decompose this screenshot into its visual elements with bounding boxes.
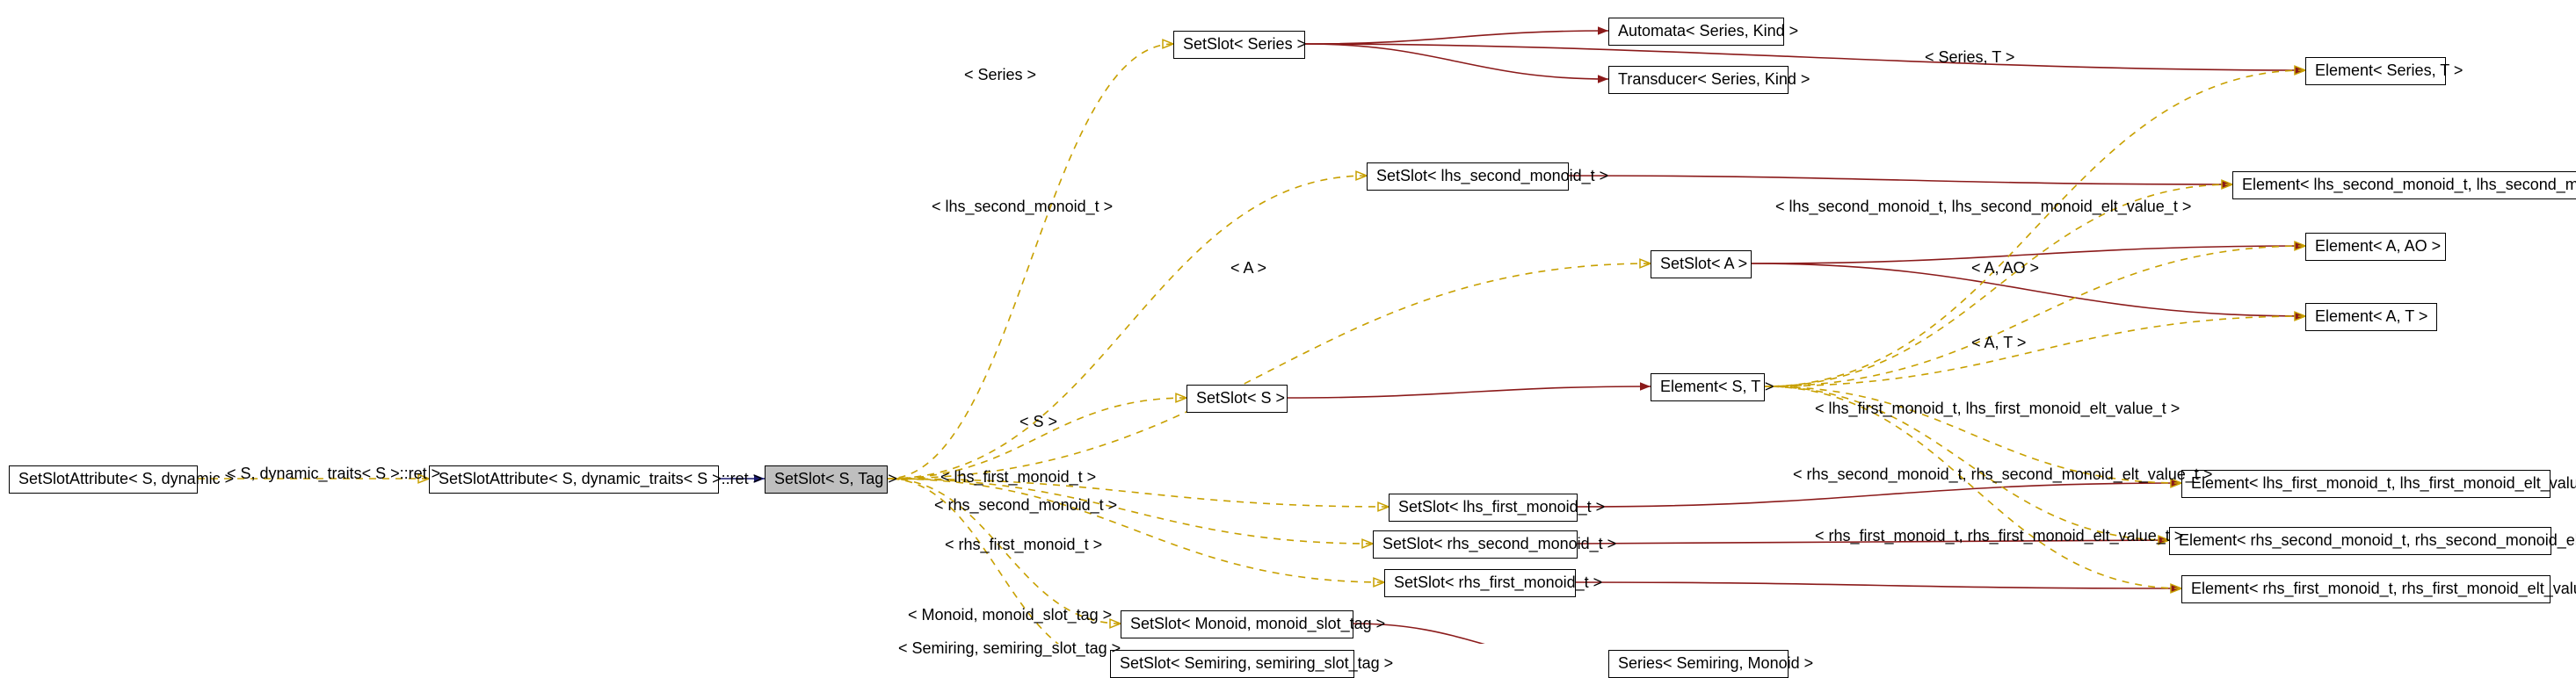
node-automata[interactable]: Automata< Series, Kind > xyxy=(1608,18,1784,46)
edge-label-semiring: < Semiring, semiring_slot_tag > xyxy=(898,639,1121,658)
node-elem_series_t[interactable]: Element< Series, T > xyxy=(2305,57,2446,85)
edge-label-rhs1: < rhs_first_monoid_t > xyxy=(945,536,1102,554)
node-focal[interactable]: SetSlot< S, Tag > xyxy=(765,465,888,494)
node-elem_lhs1[interactable]: Element< lhs_first_monoid_t, lhs_first_m… xyxy=(2181,470,2551,498)
node-setslot_lhs1[interactable]: SetSlot< lhs_first_monoid_t > xyxy=(1389,494,1578,522)
node-transducer[interactable]: Transducer< Series, Kind > xyxy=(1608,66,1789,94)
node-setslot_semiring[interactable]: SetSlot< Semiring, semiring_slot_tag > xyxy=(1110,650,1354,678)
node-setslot_a[interactable]: SetSlot< A > xyxy=(1651,250,1752,278)
diagram-canvas: SetSlotAttribute< S, dynamic > SetSlotAtt… xyxy=(0,0,2576,644)
node-elem_a_t[interactable]: Element< A, T > xyxy=(2305,303,2437,331)
node-elem_rhs2[interactable]: Element< rhs_second_monoid_t, rhs_second… xyxy=(2169,527,2551,555)
node-elem_rhs1[interactable]: Element< rhs_first_monoid_t, rhs_first_m… xyxy=(2181,575,2551,603)
node-setslot_s[interactable]: SetSlot< S > xyxy=(1186,385,1288,413)
edge-label-a_t: < A, T > xyxy=(1971,334,2026,352)
node-series_sm[interactable]: Series< Semiring, Monoid > xyxy=(1608,650,1789,678)
edge-label-lhs1_val: < lhs_first_monoid_t, lhs_first_monoid_e… xyxy=(1815,400,2180,418)
edge-label-a: < A > xyxy=(1230,259,1266,278)
edge-label-rhs1_val: < rhs_first_monoid_t, rhs_first_monoid_e… xyxy=(1815,527,2183,545)
edge-label-lhs2: < lhs_second_monoid_t > xyxy=(932,198,1113,216)
node-ssa_dyn_ret[interactable]: SetSlotAttribute< S, dynamic_traits< S >… xyxy=(429,465,719,494)
node-setslot_series[interactable]: SetSlot< Series > xyxy=(1173,31,1305,59)
node-setslot_rhs1[interactable]: SetSlot< rhs_first_monoid_t > xyxy=(1384,569,1576,597)
edge-label-lhs1: < lhs_first_monoid_t > xyxy=(940,468,1096,487)
node-elem_lhs2[interactable]: Element< lhs_second_monoid_t, lhs_second… xyxy=(2232,171,2576,199)
edge-label-s: < S > xyxy=(1020,413,1057,431)
edge-label-rhs2_val: < rhs_second_monoid_t, rhs_second_monoid… xyxy=(1793,465,2212,484)
edge-label-series: < Series > xyxy=(964,66,1036,84)
edge-label-dyn_ret: < S, dynamic_traits< S >::ret > xyxy=(227,465,440,483)
node-setslot_rhs2[interactable]: SetSlot< rhs_second_monoid_t > xyxy=(1373,530,1578,559)
edge-label-monoid: < Monoid, monoid_slot_tag > xyxy=(908,606,1112,624)
node-setslot_lhs2[interactable]: SetSlot< lhs_second_monoid_t > xyxy=(1367,162,1569,191)
edge-label-rhs2: < rhs_second_monoid_t > xyxy=(934,496,1117,515)
node-elem_a_ao[interactable]: Element< A, AO > xyxy=(2305,233,2446,261)
edge-label-lhs2_val: < lhs_second_monoid_t, lhs_second_monoid… xyxy=(1775,198,2191,216)
node-ssa_dyn[interactable]: SetSlotAttribute< S, dynamic > xyxy=(9,465,198,494)
edge-label-series_t: < Series, T > xyxy=(1925,48,2014,67)
node-elem_s_t[interactable]: Element< S, T > xyxy=(1651,373,1765,401)
edge-label-a_ao: < A, AO > xyxy=(1971,259,2039,278)
node-setslot_monoid[interactable]: SetSlot< Monoid, monoid_slot_tag > xyxy=(1121,610,1353,638)
